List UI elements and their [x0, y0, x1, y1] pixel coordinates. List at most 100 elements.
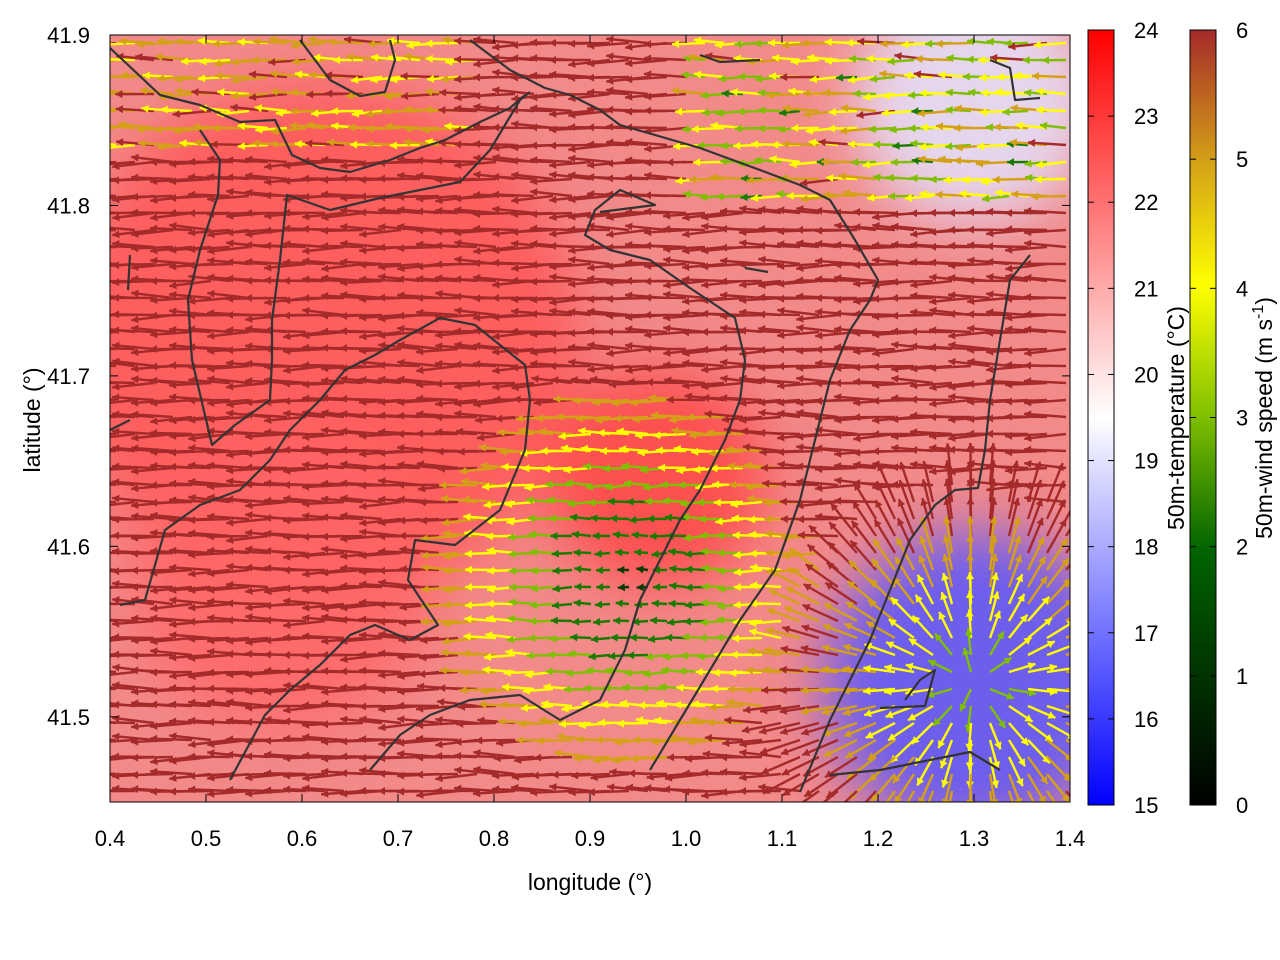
wind-arrow [111, 310, 155, 319]
wind-arrow [1007, 739, 1027, 767]
wind-arrow [842, 643, 877, 657]
wind-arrow [884, 687, 915, 696]
wind-arrow [739, 738, 782, 748]
wind-arrow [1031, 192, 1067, 201]
wind-arrow [551, 376, 592, 385]
wind-arrow [135, 53, 174, 62]
wind-arrow [511, 347, 554, 356]
wind-arrow [434, 156, 478, 165]
wind-arrow [150, 245, 193, 255]
wind-arrow [989, 656, 1013, 673]
wind-arrow [911, 615, 934, 639]
wind-arrow [941, 773, 954, 802]
wind-arrow [283, 466, 326, 475]
wind-arrow [873, 140, 896, 149]
wind-arrow [1046, 773, 1070, 802]
wind-arrow [624, 173, 668, 182]
wind-arrow [358, 431, 402, 440]
wind-arrow [1007, 593, 1026, 622]
wind-arrow [358, 481, 402, 490]
wind-arrow [589, 375, 630, 385]
wind-arrow [538, 716, 573, 725]
wind-arrow [416, 460, 459, 470]
wind-arrow [643, 241, 687, 250]
wind-arrow [988, 790, 993, 802]
wind-arrow [131, 324, 174, 334]
wind-arrow [207, 512, 250, 521]
wind-arrow [910, 308, 953, 317]
wind-arrow [693, 70, 725, 79]
wind-arrow [800, 704, 839, 716]
wind-arrow [909, 428, 953, 437]
wind-arrow [939, 739, 954, 769]
wind-arrow [948, 790, 954, 802]
wind-arrow [1008, 687, 1037, 697]
wind-arrow [529, 277, 573, 286]
wind-arrow [760, 755, 801, 775]
wind-arrow [206, 532, 250, 541]
wind-arrow [226, 636, 269, 645]
wind-arrow [130, 770, 174, 779]
wind-arrow [110, 194, 136, 200]
wind-arrow [244, 209, 288, 218]
wind-arrow [455, 427, 497, 436]
wind-arrow [988, 516, 998, 554]
temperature-region [824, 532, 1070, 802]
wind-arrow [568, 143, 611, 153]
colorbar-tick-label: 24 [1134, 18, 1158, 43]
wind-arrow [321, 291, 364, 300]
wind-arrow [511, 381, 554, 392]
wind-arrow [110, 738, 136, 743]
wind-arrow [871, 430, 915, 439]
wind-arrow [645, 378, 687, 387]
wind-arrow [529, 156, 573, 165]
y-tick: 41.7 [47, 364, 1070, 389]
wind-arrow [942, 534, 954, 571]
colorbar-tick: 16 [1088, 707, 1158, 732]
wind-arrow [454, 306, 497, 317]
wind-arrow [988, 756, 1000, 789]
wind-arrow [283, 681, 326, 691]
wind-arrow [573, 548, 592, 557]
wind-arrow [339, 446, 383, 455]
wind-arrow [529, 224, 573, 233]
wind-arrow [988, 722, 1002, 750]
wind-arrow [683, 617, 706, 626]
wind-arrow [359, 551, 402, 560]
wind-arrow [720, 374, 763, 385]
wind-arrow [511, 783, 554, 793]
x-tick-label: 0.8 [479, 826, 510, 851]
wind-arrow [131, 614, 174, 623]
wind-arrow [503, 668, 535, 677]
y-axis: 41.5 41.6 41.7 41.8 41.9 [47, 23, 1070, 730]
wind-arrow [397, 398, 440, 407]
wind-arrow [863, 664, 896, 674]
wind-arrow [886, 173, 915, 182]
wind-arrow [263, 547, 307, 556]
wind-arrow [529, 295, 573, 304]
wind-arrow [377, 600, 421, 609]
wind-arrow [568, 256, 611, 266]
wind-arrow [684, 600, 706, 609]
wind-arrow [776, 294, 820, 303]
wind-arrow [359, 375, 402, 385]
wind-arrow [892, 141, 915, 150]
wind-arrow [339, 564, 383, 573]
wind-arrow [849, 539, 877, 571]
wind-arrow [966, 276, 1010, 285]
wind-arrow [1031, 72, 1067, 81]
wind-arrow [833, 431, 877, 440]
wind-arrow [157, 74, 193, 83]
wind-arrow [131, 410, 174, 419]
wind-arrow [948, 291, 991, 300]
wind-arrow [570, 376, 611, 385]
wind-arrow [815, 512, 858, 521]
wind-arrow [244, 294, 288, 303]
wind-arrow [613, 414, 649, 423]
wind-arrow [1007, 497, 1021, 537]
wind-arrow [245, 670, 288, 679]
wind-arrow [842, 665, 877, 674]
wind-arrow [320, 190, 364, 199]
wind-arrow [827, 124, 858, 133]
